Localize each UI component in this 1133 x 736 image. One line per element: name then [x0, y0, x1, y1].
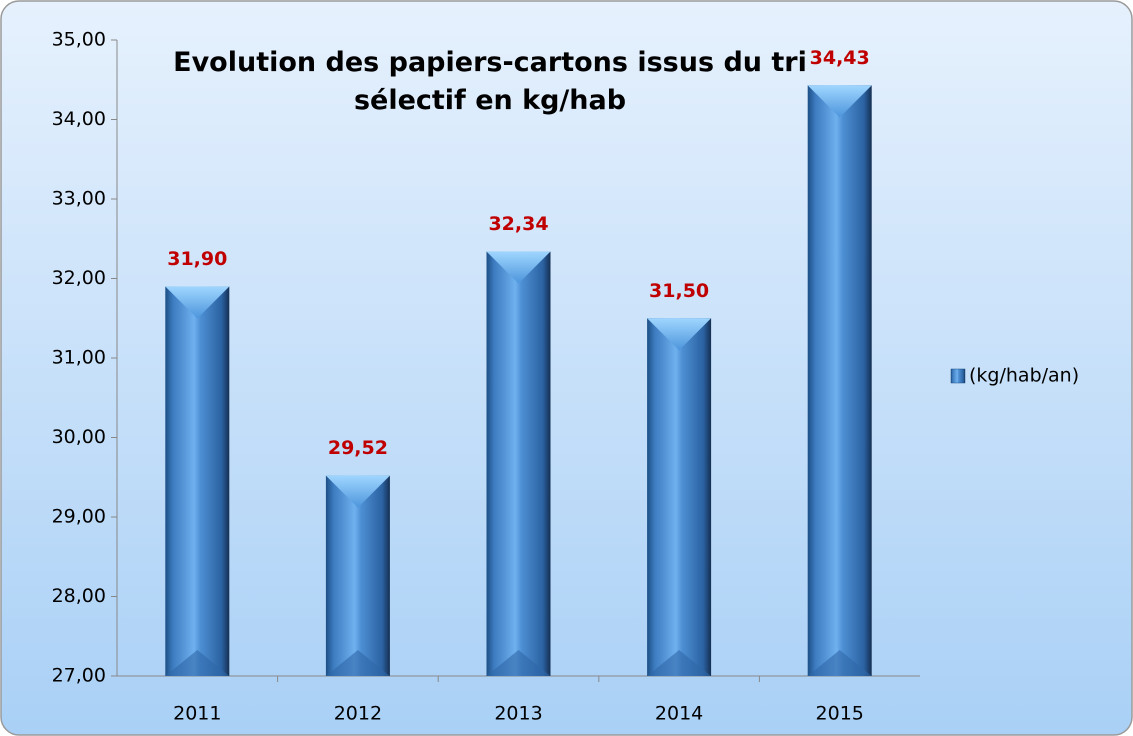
- bar-cap: [486, 251, 551, 284]
- bar-base: [486, 650, 551, 676]
- bar-cap: [647, 318, 712, 351]
- x-tick-label: 2011: [173, 703, 221, 725]
- y-tick-label: 28,00: [52, 585, 106, 607]
- bar: [325, 475, 390, 676]
- y-tick-label: 33,00: [52, 188, 106, 210]
- bar-base: [325, 650, 390, 676]
- legend-swatch: [950, 368, 966, 384]
- value-label: 34,43: [810, 47, 870, 69]
- value-label: 29,52: [328, 437, 388, 459]
- x-tick-label: 2014: [655, 703, 703, 725]
- bar: [486, 251, 551, 676]
- bar-cap: [325, 475, 390, 508]
- bar-base: [165, 650, 230, 676]
- bar-base: [647, 650, 712, 676]
- x-tick-label: 2013: [494, 703, 542, 725]
- value-label: 31,90: [167, 248, 227, 270]
- x-tick-label: 2012: [334, 703, 382, 725]
- bar-cap: [165, 286, 230, 319]
- legend-label: (kg/hab/an): [969, 365, 1079, 387]
- y-tick-label: 34,00: [52, 108, 106, 130]
- y-tick-label: 32,00: [52, 267, 106, 289]
- bar: [647, 318, 712, 676]
- bar-base: [807, 650, 872, 676]
- bar-cap: [807, 85, 872, 118]
- bar: [165, 286, 230, 676]
- y-tick-label: 29,00: [52, 506, 106, 528]
- y-tick-label: 35,00: [52, 29, 106, 51]
- x-tick-label: 2015: [816, 703, 864, 725]
- chart-title: Evolution des papiers-cartons issus du t…: [173, 47, 807, 116]
- value-label: 31,50: [649, 280, 709, 302]
- value-label: 32,34: [488, 213, 548, 235]
- y-tick-label: 27,00: [52, 665, 106, 687]
- y-tick-label: 30,00: [52, 426, 106, 448]
- bar: [807, 85, 872, 676]
- y-tick-label: 31,00: [52, 347, 106, 369]
